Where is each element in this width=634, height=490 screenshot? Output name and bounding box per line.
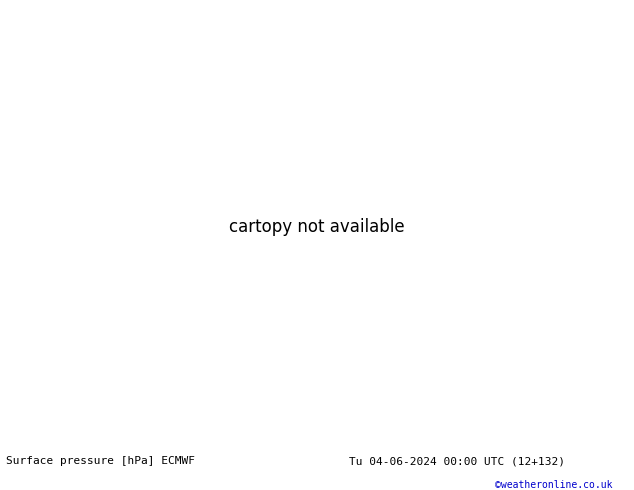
Text: cartopy not available: cartopy not available [229,218,405,236]
Text: Tu 04-06-2024 00:00 UTC (12+132): Tu 04-06-2024 00:00 UTC (12+132) [349,456,565,466]
Text: ©weatheronline.co.uk: ©weatheronline.co.uk [495,480,612,490]
Text: Surface pressure [hPa] ECMWF: Surface pressure [hPa] ECMWF [6,456,195,466]
